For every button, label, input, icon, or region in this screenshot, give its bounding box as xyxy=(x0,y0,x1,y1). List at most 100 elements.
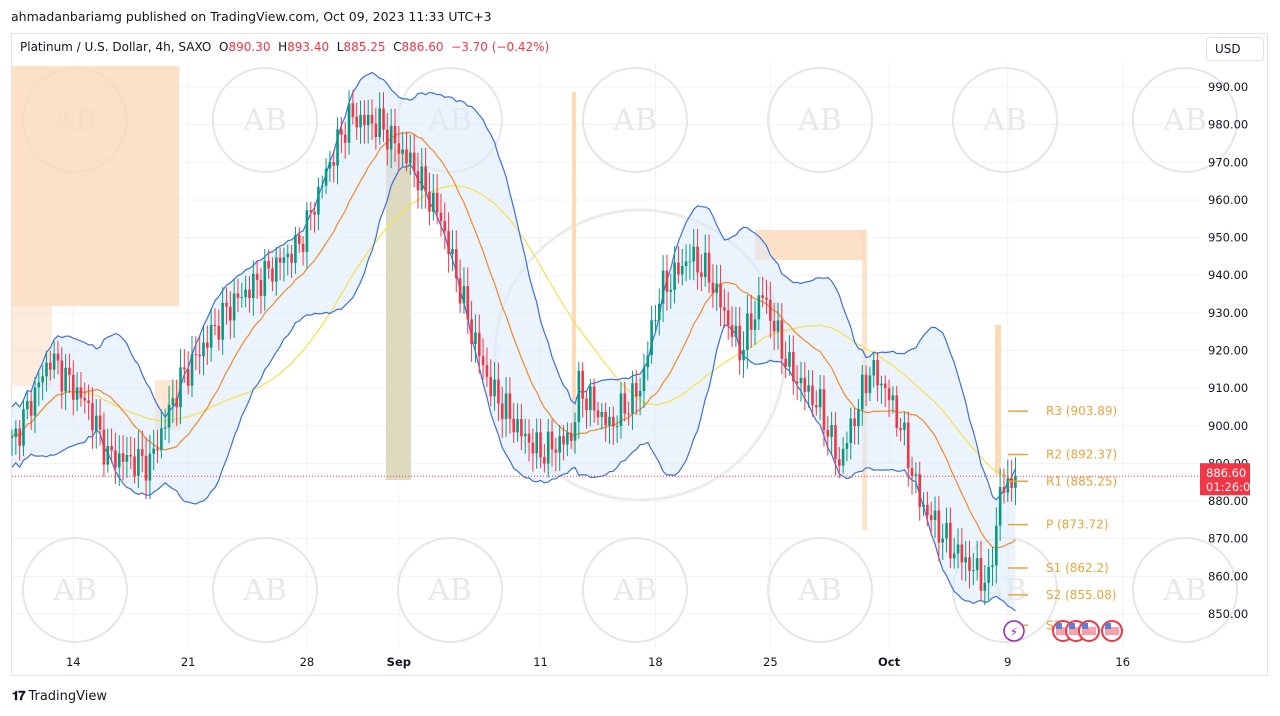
candle xyxy=(435,174,439,224)
candle xyxy=(466,267,470,335)
bollinger-lower-line xyxy=(11,163,1016,612)
candle-body xyxy=(447,231,450,254)
candle xyxy=(443,202,447,250)
us-flag-event-icon xyxy=(1056,627,1070,635)
candle xyxy=(225,287,228,325)
candle xyxy=(255,261,259,299)
candle-body xyxy=(29,400,33,416)
candle xyxy=(251,260,255,316)
candle xyxy=(746,294,749,369)
candle xyxy=(631,370,634,430)
candle-body xyxy=(546,431,550,464)
candle-body xyxy=(114,450,117,468)
candle xyxy=(577,361,581,439)
candle xyxy=(259,267,263,314)
candle-body xyxy=(378,108,381,138)
price-axis-label: 880.00 xyxy=(1208,494,1248,508)
candle-body xyxy=(370,114,374,124)
symbol-legend: Platinum / U.S. Dollar, 4h, SAXO O890.30… xyxy=(20,40,549,54)
candle xyxy=(389,108,393,169)
candle-body xyxy=(87,400,90,404)
candle-body xyxy=(477,332,481,357)
watermark-logo xyxy=(582,67,688,173)
candle-body xyxy=(386,129,389,150)
tradingview-brand[interactable]: 𝟏𝟕 TradingView xyxy=(12,689,107,704)
candle xyxy=(612,406,615,446)
candle xyxy=(52,341,56,379)
candle-body xyxy=(707,252,711,283)
candle xyxy=(420,148,424,210)
pivot-label: S1 (862.2) xyxy=(1046,561,1109,575)
candle xyxy=(615,415,619,443)
candle xyxy=(359,100,362,144)
candle xyxy=(240,282,244,308)
candle xyxy=(416,152,420,209)
candle xyxy=(876,352,879,402)
candle xyxy=(125,436,129,479)
candle-body xyxy=(504,393,508,420)
candle xyxy=(497,362,500,422)
candle xyxy=(328,150,332,182)
candle-body xyxy=(968,557,971,571)
candle-body xyxy=(102,429,106,465)
candle xyxy=(516,403,519,442)
candle xyxy=(1006,459,1010,502)
candle xyxy=(849,407,853,460)
candle-body xyxy=(937,510,941,543)
candle-body xyxy=(906,422,910,469)
candle-body xyxy=(229,306,232,321)
candle xyxy=(914,462,918,494)
candle xyxy=(960,528,964,581)
candle-body xyxy=(684,261,688,267)
candle xyxy=(432,174,435,221)
candle-body xyxy=(259,279,263,296)
candle xyxy=(297,227,301,253)
candle-body xyxy=(167,404,171,428)
candle xyxy=(94,399,98,449)
candle xyxy=(156,429,159,464)
candle-body xyxy=(41,376,44,383)
candle xyxy=(880,375,883,404)
candle xyxy=(926,491,929,527)
candle-body xyxy=(133,456,136,476)
candle xyxy=(845,431,849,462)
candle xyxy=(964,540,967,582)
candle-body xyxy=(523,433,527,437)
watermark-logo: AB xyxy=(982,103,1027,138)
candle-body xyxy=(703,252,707,278)
candle xyxy=(309,201,313,231)
candle xyxy=(282,247,286,282)
time-axis-label: 28 xyxy=(300,655,315,669)
candle xyxy=(860,364,864,426)
price-axis-label: 940.00 xyxy=(1208,268,1248,282)
candle xyxy=(393,108,397,162)
candle xyxy=(366,99,370,144)
price-axis-label: 860.00 xyxy=(1208,569,1248,583)
price-axis-label: 910.00 xyxy=(1208,381,1248,395)
currency-button[interactable]: USD xyxy=(1206,37,1264,61)
candle xyxy=(661,255,665,322)
time-axis-label: 16 xyxy=(1115,655,1130,669)
candle xyxy=(317,177,320,231)
candle xyxy=(803,362,807,411)
candle xyxy=(29,391,33,430)
candle xyxy=(680,249,684,286)
candle-body xyxy=(435,192,439,213)
candle-body xyxy=(18,428,21,446)
candle xyxy=(489,359,493,407)
candle xyxy=(75,372,79,412)
candle-body xyxy=(401,149,404,154)
candle xyxy=(1002,468,1006,504)
candle-body xyxy=(585,398,588,411)
symbol-name[interactable]: Platinum / U.S. Dollar, 4h, SAXO xyxy=(20,40,212,54)
candle-body xyxy=(803,377,807,392)
candle-body xyxy=(539,432,542,458)
candle xyxy=(175,379,178,426)
candle xyxy=(110,428,113,464)
candle-body xyxy=(849,418,853,444)
us-flag-event-icon xyxy=(1069,623,1075,629)
candle-body xyxy=(991,565,994,567)
candle xyxy=(117,435,121,486)
candle xyxy=(305,202,309,270)
